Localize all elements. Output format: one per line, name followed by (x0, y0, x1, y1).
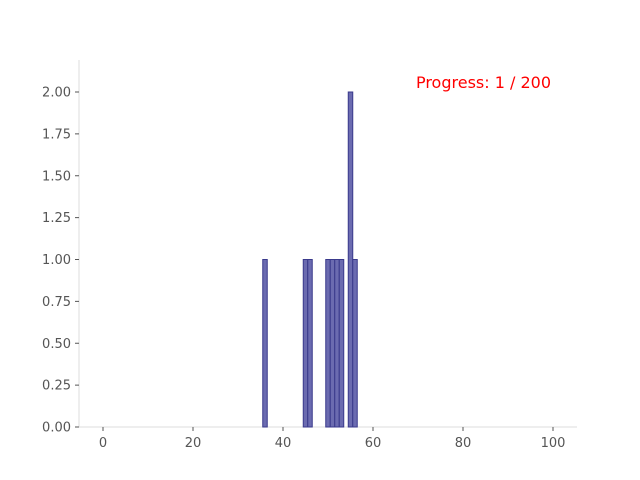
bar-7 (347, 91, 354, 428)
bar-3 (325, 259, 331, 428)
y-ticks: 0.00 0.25 0.50 0.75 1.00 1.25 1.50 1.75 2.00 (42, 86, 79, 436)
y-tick-label: 0.50 (42, 337, 71, 352)
y-tick-label: 0.25 (42, 379, 71, 394)
bars-group (262, 91, 358, 428)
x-tick-label: 100 (541, 436, 566, 451)
y-tick-label: 1.25 (42, 211, 71, 226)
x-tick-label: 20 (185, 436, 202, 451)
y-tick-label: 1.50 (42, 169, 71, 184)
x-tick-label: 60 (365, 436, 382, 451)
bar-1 (302, 259, 309, 428)
x-tick-label: 40 (275, 436, 292, 451)
bar-5 (334, 259, 340, 428)
bar-2 (307, 259, 313, 428)
y-tick-label: 0.75 (42, 295, 71, 310)
bar-8 (352, 259, 358, 428)
bar-6 (338, 259, 345, 428)
y-tick-label: 2.00 (42, 86, 71, 101)
y-tick-label: 1.75 (42, 127, 71, 142)
x-tick-label: 0 (99, 436, 107, 451)
x-ticks: 0 20 40 60 80 100 (99, 427, 566, 451)
y-tick-label: 0.00 (42, 421, 71, 436)
x-tick-label: 80 (455, 436, 472, 451)
bar-4 (329, 259, 336, 428)
y-tick-label: 1.00 (42, 253, 71, 268)
bar-0 (262, 259, 268, 428)
progress-annotation: Progress: 1 / 200 (416, 73, 551, 92)
